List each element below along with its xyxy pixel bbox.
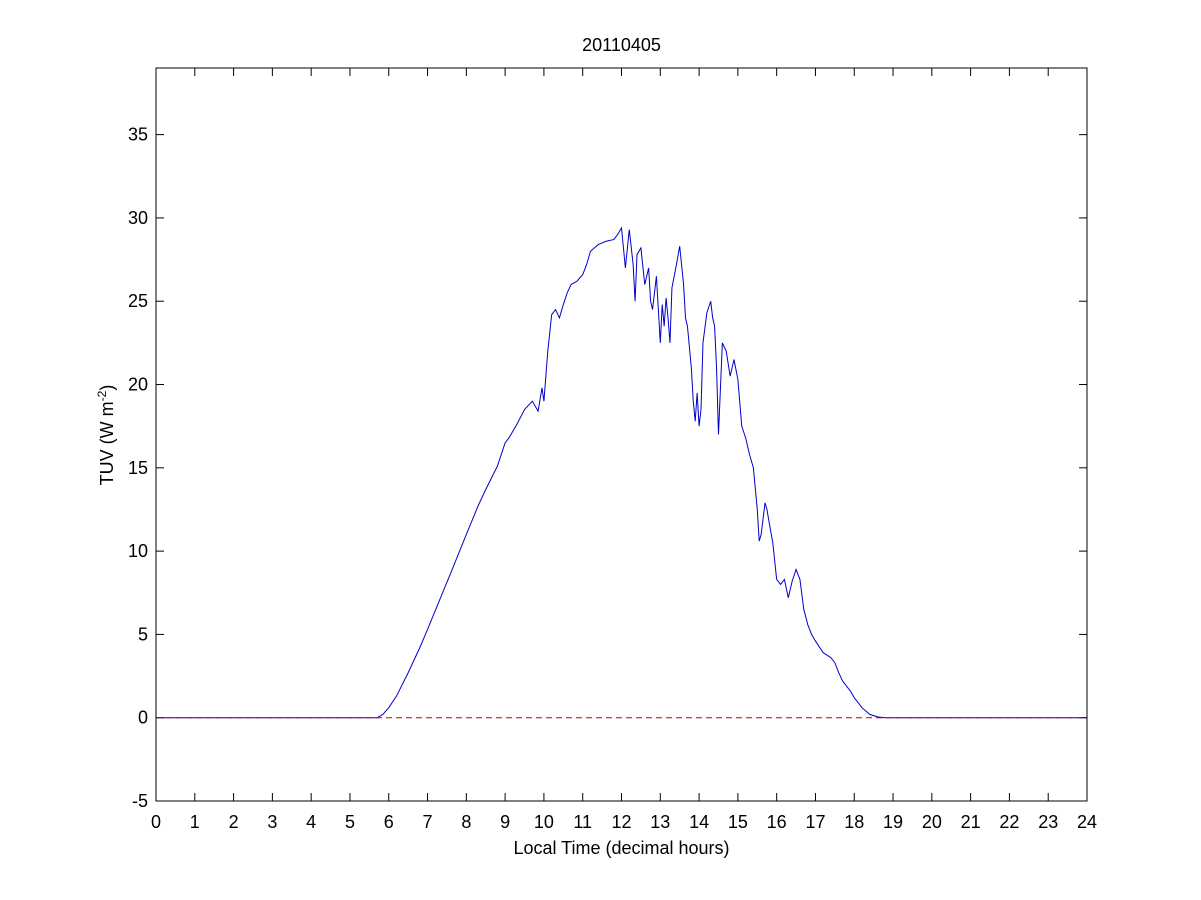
y-axis-label-main: TUV (W m [97, 401, 117, 485]
x-tick-label: 4 [306, 812, 316, 832]
x-tick-label: 6 [384, 812, 394, 832]
x-tick-label: 10 [534, 812, 554, 832]
x-tick-label: 13 [650, 812, 670, 832]
x-tick-label: 21 [961, 812, 981, 832]
x-tick-label: 19 [883, 812, 903, 832]
x-tick-label: 17 [805, 812, 825, 832]
x-tick-label: 22 [999, 812, 1019, 832]
y-tick-label: 25 [128, 291, 148, 311]
series-layer [156, 226, 1087, 719]
x-tick-label: 23 [1038, 812, 1058, 832]
y-axis-label-close: ) [97, 385, 117, 391]
ticks-layer: 0 1 2 3 4 5 6 7 8 9 10 11 12 13 14 15 16 17 18 19 20 21 22 23 24… [128, 68, 1097, 832]
y-tick-label: 20 [128, 375, 148, 395]
x-tick-label: 18 [844, 812, 864, 832]
chart-title: 20110405 [582, 35, 661, 55]
x-tick-label: 1 [190, 812, 200, 832]
y-tick-label: 5 [138, 624, 148, 644]
plot-frame [155, 67, 1088, 802]
x-tick-label: 12 [611, 812, 631, 832]
x-tick-label: 20 [922, 812, 942, 832]
x-tick-label: 2 [229, 812, 239, 832]
y-tick-label: 35 [128, 125, 148, 145]
y-axis-label-superscript: -2 [95, 390, 109, 401]
x-tick-label: 11 [573, 812, 592, 832]
x-tick-label: 3 [267, 812, 277, 832]
y-axis-label: TUV (W m-2) [95, 385, 117, 486]
x-tick-label: 15 [728, 812, 748, 832]
y-tick-label: 30 [128, 208, 148, 228]
x-tick-label: 24 [1077, 812, 1097, 832]
x-tick-label: 9 [500, 812, 510, 832]
tuv-series-line [156, 226, 1087, 719]
y-tick-label: 15 [128, 458, 148, 478]
x-axis-label: Local Time (decimal hours) [513, 838, 729, 858]
y-tick-label: 0 [138, 708, 148, 728]
x-tick-label: 14 [689, 812, 709, 832]
x-tick-label: 5 [345, 812, 355, 832]
x-tick-label: 7 [423, 812, 433, 832]
y-tick-label: -5 [132, 791, 148, 811]
x-tick-label: 8 [461, 812, 471, 832]
x-tick-label: 0 [151, 812, 161, 832]
x-tick-label: 16 [767, 812, 787, 832]
y-tick-label: 10 [128, 541, 148, 561]
